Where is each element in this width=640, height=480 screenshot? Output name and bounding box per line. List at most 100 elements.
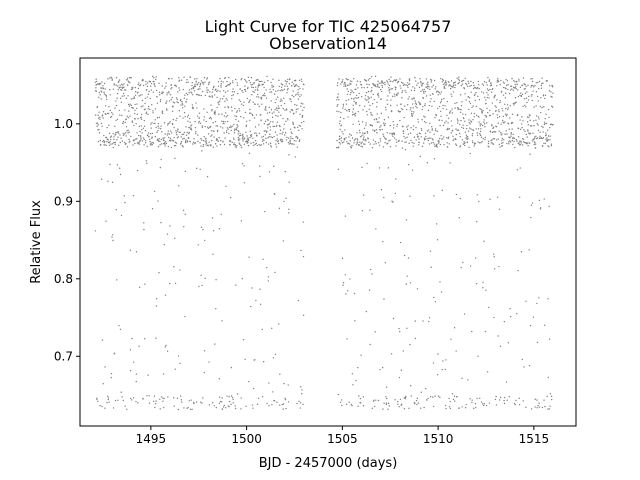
data-point (520, 142, 522, 144)
data-point (336, 105, 338, 107)
data-point (377, 94, 380, 97)
data-point (489, 114, 491, 117)
data-point (482, 84, 485, 86)
data-point (195, 130, 197, 133)
data-point (535, 135, 537, 138)
data-point (402, 130, 405, 132)
data-point (193, 90, 196, 92)
data-point (164, 133, 166, 135)
data-point (134, 94, 137, 96)
data-point (378, 121, 380, 123)
data-point (481, 124, 484, 127)
data-point (457, 78, 460, 81)
data-point (172, 123, 174, 126)
data-point (455, 143, 457, 145)
data-point (119, 134, 121, 136)
data-point (100, 90, 102, 92)
data-point (434, 128, 437, 130)
data-point (492, 126, 495, 129)
data-point (183, 137, 185, 140)
data-point (166, 94, 168, 96)
data-point (521, 358, 523, 361)
data-point (513, 104, 515, 106)
data-point (530, 78, 532, 80)
data-point (408, 407, 410, 410)
data-point (137, 117, 139, 120)
data-point (118, 80, 120, 83)
data-point (362, 132, 364, 134)
data-point (455, 128, 457, 130)
data-point (109, 163, 111, 166)
data-point (502, 94, 505, 96)
data-point (385, 109, 387, 111)
data-point (132, 194, 135, 197)
data-point (179, 89, 181, 91)
data-point (419, 78, 421, 80)
data-point (198, 94, 201, 96)
data-point (206, 91, 208, 94)
data-point (253, 132, 256, 134)
data-point (300, 249, 302, 252)
data-point (218, 113, 220, 115)
data-point (367, 138, 369, 140)
data-point (150, 123, 152, 125)
data-point (336, 84, 339, 87)
data-point (119, 97, 122, 100)
data-point (404, 149, 407, 151)
data-point (151, 132, 154, 135)
data-point (293, 96, 295, 98)
data-point (181, 401, 183, 403)
data-point (126, 77, 129, 80)
data-point (113, 136, 115, 138)
data-point (250, 112, 252, 114)
data-point (182, 88, 185, 91)
data-point (350, 147, 353, 149)
data-point (254, 103, 256, 106)
data-point (478, 121, 480, 123)
data-point (199, 85, 201, 88)
data-point (155, 337, 157, 339)
data-point (266, 124, 269, 126)
data-point (402, 82, 404, 84)
data-point (432, 139, 434, 141)
data-point (268, 123, 271, 125)
data-point (229, 140, 232, 142)
data-point (432, 362, 435, 364)
data-point (387, 408, 389, 411)
data-point (364, 138, 367, 141)
data-point (373, 83, 375, 86)
data-point (299, 402, 302, 404)
data-point (440, 77, 442, 80)
data-point (382, 135, 385, 137)
data-point (110, 115, 113, 118)
data-point (238, 139, 240, 142)
data-point (534, 398, 536, 400)
data-point (389, 124, 392, 127)
data-point (260, 98, 263, 100)
data-point (541, 125, 543, 128)
data-point (495, 404, 498, 406)
data-point (178, 185, 180, 187)
data-point (199, 88, 201, 90)
data-point (194, 83, 196, 86)
data-point (484, 136, 487, 139)
data-point (511, 140, 514, 142)
data-point (364, 132, 366, 134)
data-point (299, 87, 301, 90)
data-point (263, 139, 265, 142)
data-point (363, 105, 366, 108)
data-point (465, 134, 468, 136)
data-point (104, 94, 107, 96)
data-point (267, 276, 270, 278)
data-point (181, 107, 184, 109)
data-point (238, 142, 240, 144)
data-point (225, 407, 227, 409)
data-point (207, 126, 209, 128)
data-point (430, 142, 433, 144)
data-point (366, 114, 368, 116)
data-point (500, 79, 502, 82)
data-point (116, 131, 118, 134)
data-point (104, 105, 107, 107)
data-point (497, 138, 500, 140)
data-point (350, 83, 352, 85)
